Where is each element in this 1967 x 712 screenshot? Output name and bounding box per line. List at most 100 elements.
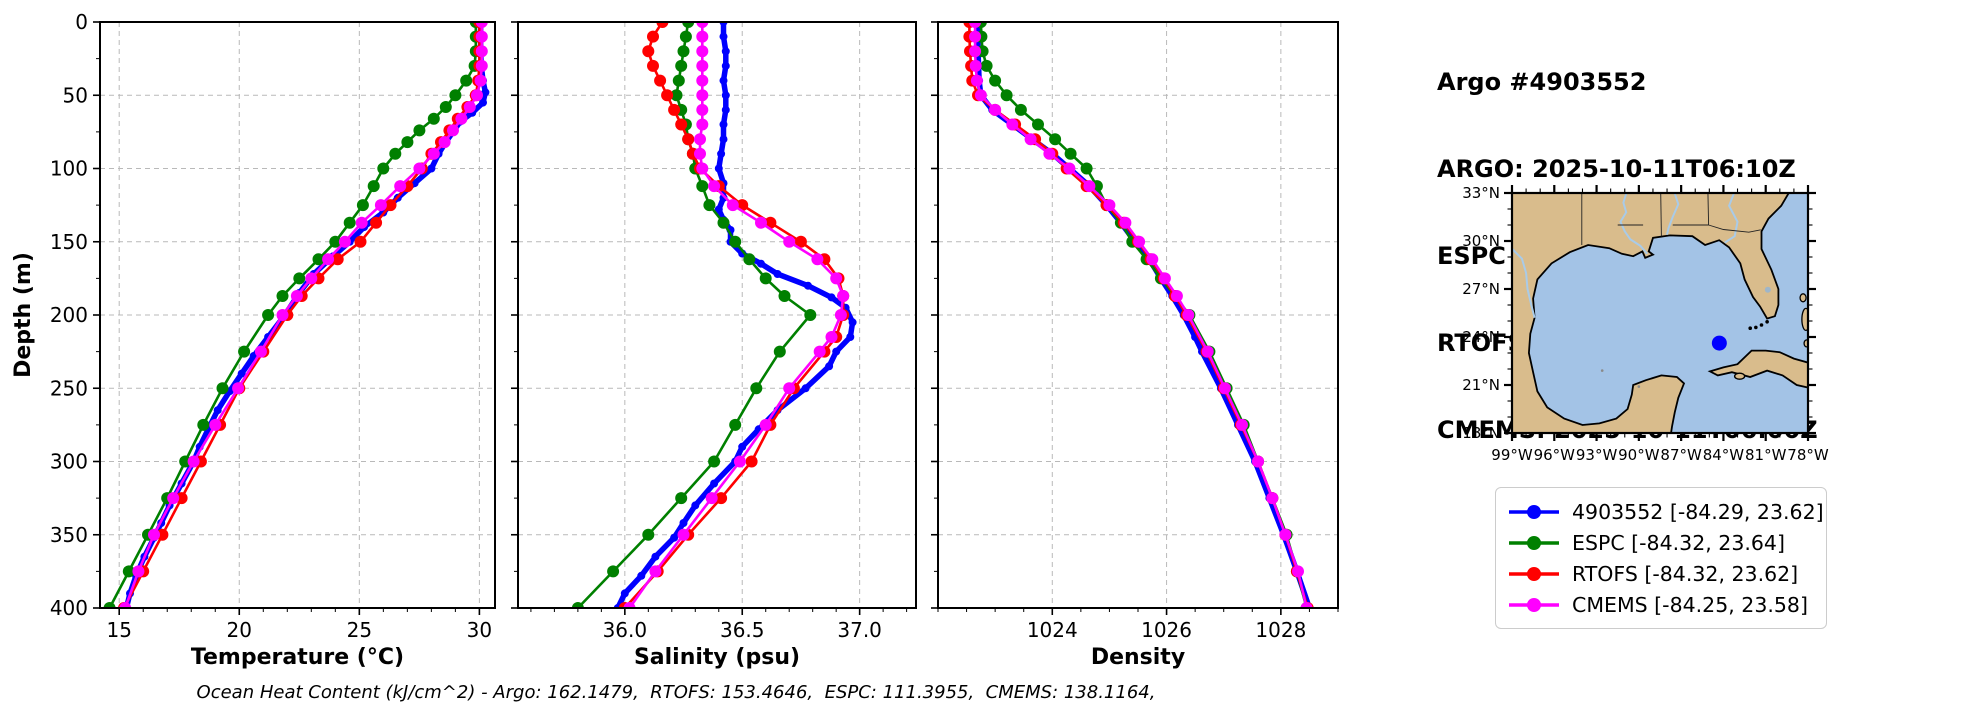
marker-cmems	[696, 22, 709, 28]
legend-line-marker-icon	[1509, 535, 1559, 550]
x-tick-label: 37.0	[837, 618, 882, 642]
profile-line-4903552	[975, 22, 1313, 608]
marker-cmems	[696, 45, 709, 58]
marker-cmems	[1158, 272, 1171, 285]
gridlines	[518, 21, 916, 609]
marker-4903552	[721, 47, 730, 56]
marker-cmems	[1063, 162, 1076, 175]
marker-espc	[377, 162, 390, 175]
marker-espc	[262, 309, 275, 321]
marker-cmems	[1119, 216, 1132, 229]
latitude-label: 24°N	[1462, 328, 1500, 346]
marker-espc	[103, 602, 116, 608]
axis-ticks	[931, 21, 1339, 615]
marker-cmems	[708, 180, 721, 193]
marker-cmems	[834, 309, 847, 321]
legend-label: ESPC [-84.32, 23.64]	[1572, 530, 1785, 555]
marker-espc	[401, 136, 414, 149]
florida-keys-islet	[1759, 323, 1764, 327]
marker-espc	[778, 290, 791, 302]
marker-cmems	[475, 30, 488, 43]
marker-espc	[1014, 103, 1027, 116]
marker-4903552	[719, 135, 728, 144]
marker-espc	[460, 74, 473, 87]
marker-cmems	[696, 89, 709, 102]
marker-4903552	[710, 479, 719, 488]
marker-espc	[679, 30, 692, 43]
marker-cmems	[696, 59, 709, 72]
marker-4903552	[719, 76, 728, 85]
river-line	[1724, 193, 1739, 244]
marker-cmems	[677, 528, 690, 541]
marker-cmems	[322, 253, 335, 266]
marker-espc	[1064, 147, 1077, 160]
marker-espc	[750, 382, 763, 395]
marker-4903552	[827, 293, 836, 302]
gulf-islet	[1637, 385, 1641, 388]
marker-espc	[675, 492, 688, 505]
marker-cmems	[1083, 180, 1096, 193]
marker-4903552	[670, 533, 679, 542]
depth-tick-label: 300	[50, 450, 88, 474]
marker-rtofs	[175, 492, 188, 505]
latitude-label: 33°N	[1462, 184, 1500, 202]
x-tick-label: 1028	[1255, 618, 1306, 642]
marker-rtofs	[642, 45, 655, 58]
marker-cmems	[696, 103, 709, 116]
marker-cmems	[811, 253, 824, 266]
marker-cmems	[755, 216, 767, 229]
depth-tick-label: 350	[50, 523, 88, 547]
legend-item-rtofs: RTOFS [-84.32, 23.62]	[1506, 558, 1820, 589]
latitude-label: 18°N	[1462, 424, 1500, 442]
marker-cmems	[209, 418, 222, 431]
florida-keys-islet	[1748, 326, 1753, 330]
legend-item-argo: 4903552 [-84.29, 23.62]	[1506, 496, 1824, 527]
marker-espc	[312, 253, 325, 266]
marker-espc	[413, 124, 426, 137]
marker-cmems	[1103, 199, 1116, 212]
marker-cmems	[455, 112, 468, 125]
river-line	[1666, 193, 1680, 235]
latitude-label: 27°N	[1462, 280, 1500, 298]
marker-cmems	[474, 74, 487, 87]
marker-cmems	[970, 74, 983, 87]
bahamas-islet	[1799, 293, 1807, 303]
x-axis-title: Temperature (°C)	[191, 645, 404, 670]
marker-4903552	[773, 270, 782, 278]
marker-espc	[238, 345, 251, 358]
marker-cmems	[969, 30, 982, 43]
marker-cmems	[254, 345, 267, 358]
marker-cmems	[148, 528, 160, 541]
marker-cmems	[705, 492, 718, 505]
map-canvas	[1512, 193, 1808, 433]
marker-espc	[759, 272, 772, 285]
marker-4903552	[717, 149, 726, 158]
marker-rtofs	[647, 30, 659, 43]
ohc-footer: Ocean Heat Content (kJ/cm^2) - Argo: 162…	[196, 682, 1156, 703]
marker-cmems	[1236, 418, 1248, 431]
marker-cmems	[825, 331, 838, 343]
marker-espc	[329, 235, 342, 248]
state-border-line	[1707, 193, 1710, 226]
marker-4903552	[637, 571, 646, 580]
y-axis-title: Depth (m)	[11, 252, 36, 378]
marker-cmems	[974, 89, 987, 102]
marker-cmems	[475, 22, 488, 28]
marker-4903552	[691, 501, 700, 510]
marker-4903552	[679, 519, 688, 527]
marker-espc	[980, 59, 993, 72]
depth-tick-label: 400	[50, 596, 88, 620]
gulf-islet	[1600, 369, 1604, 372]
marker-cmems	[696, 74, 709, 87]
marker-cmems	[1252, 455, 1264, 468]
marker-espc	[729, 235, 742, 248]
marker-cmems	[759, 418, 772, 431]
profile-line-4903552	[123, 22, 489, 608]
map-border	[1510, 191, 1810, 435]
florida-keys-islet	[1765, 320, 1769, 324]
marker-4903552	[719, 32, 728, 41]
river-line	[1619, 193, 1649, 255]
marker-espc	[773, 345, 786, 358]
marker-4903552	[846, 333, 855, 341]
marker-cmems	[783, 382, 796, 395]
